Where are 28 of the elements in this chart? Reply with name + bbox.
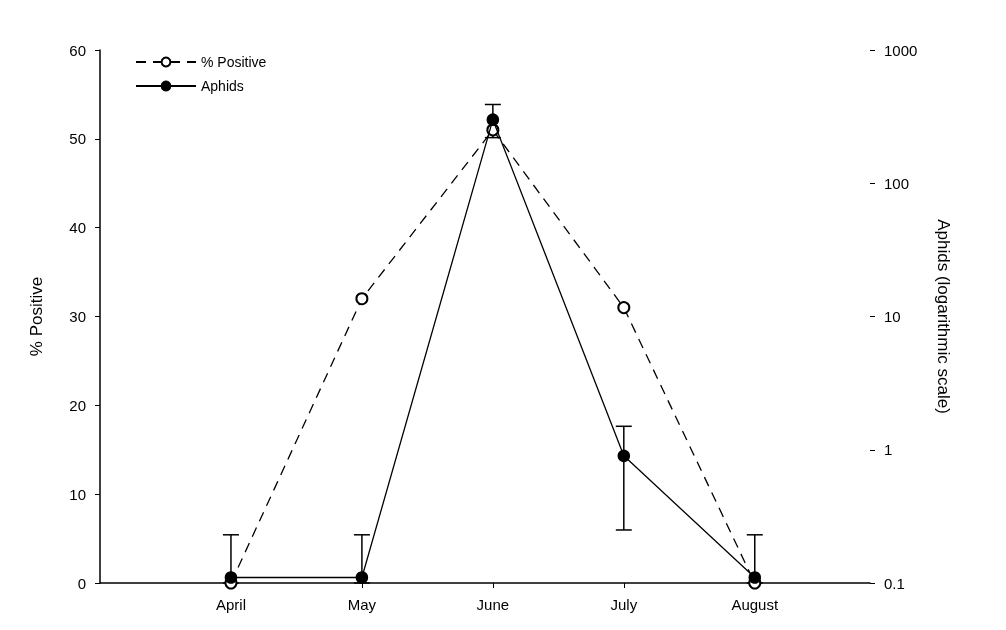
y-tick-label: 0 (77, 574, 86, 592)
y-tick-label: 60 (69, 41, 86, 59)
y-tick-label: 50 (69, 130, 86, 148)
x-tick-label: April (215, 596, 246, 613)
y-tick-label: 40 (69, 219, 86, 237)
y-tick-label: 10 (69, 485, 86, 503)
y2-tick-label: 10 (884, 308, 901, 325)
y-tick-label: 30 (69, 308, 86, 325)
point (617, 449, 631, 463)
y2-tick-label: 1 (884, 441, 893, 459)
legend-label: % Positive (201, 54, 267, 70)
y-tick-label: 20 (69, 396, 86, 414)
x-tick-label: August (731, 596, 779, 613)
point (355, 292, 369, 306)
point (486, 113, 500, 126)
point (224, 571, 238, 584)
y2-tick-label: 100 (884, 174, 910, 192)
x-tick-label: May (347, 596, 377, 613)
point (355, 571, 369, 584)
y-axis-title: % Positive (27, 276, 46, 357)
y2-tick-label: 0.1 (884, 574, 905, 592)
y2-axis-title: Aphids (logarithmic scale) (934, 219, 953, 414)
x-tick-label: June (476, 596, 510, 613)
point (617, 301, 631, 315)
y2-tick-label: 1000 (884, 41, 918, 59)
x-tick-label: July (610, 596, 638, 613)
point (748, 571, 762, 584)
legend-label: Aphids (201, 78, 244, 94)
